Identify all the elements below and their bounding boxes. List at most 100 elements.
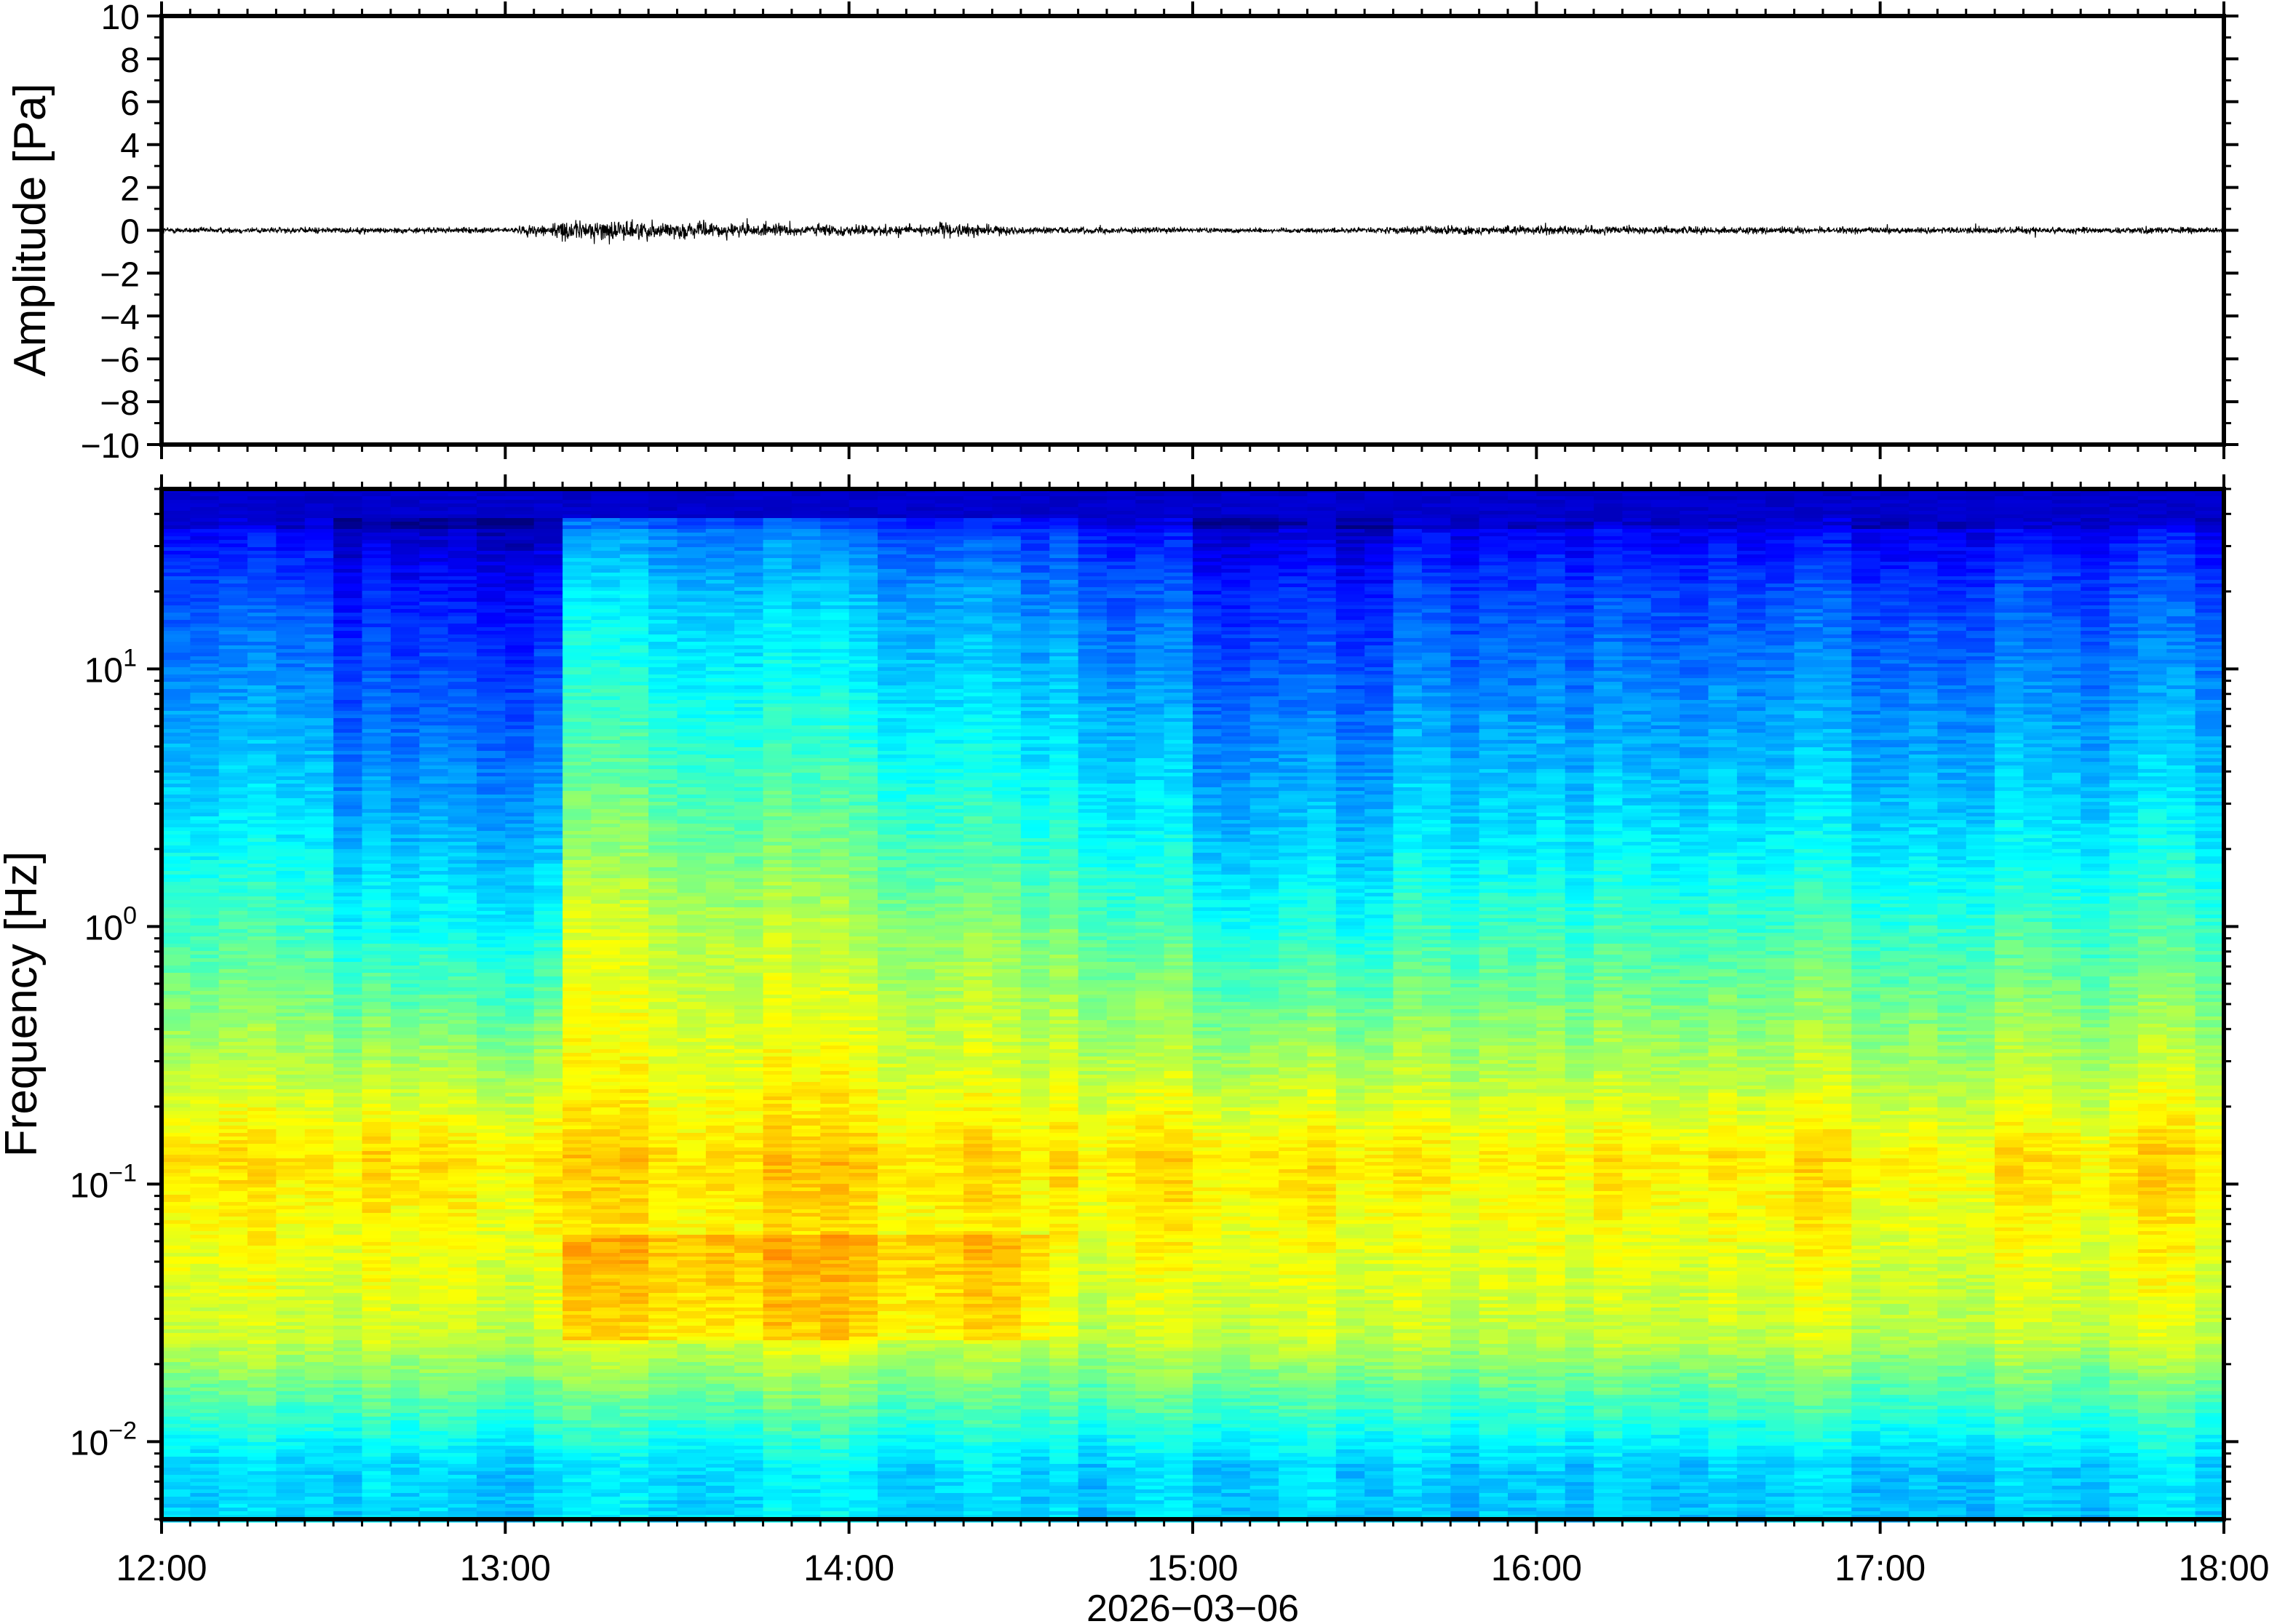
spectrogram-cell [591, 853, 620, 857]
spectrogram-cell [247, 1177, 277, 1181]
spectrogram-cell [162, 780, 191, 784]
spectrogram-cell [219, 605, 248, 610]
spectrogram-cell [620, 547, 649, 552]
spectrogram-cell [534, 1337, 563, 1341]
spectrogram-cell [162, 1278, 191, 1283]
spectrogram-cell [620, 580, 649, 584]
spectrogram-cell [362, 685, 392, 690]
spectrogram-cell [620, 1384, 649, 1388]
spectrogram-cell [247, 762, 277, 766]
spectrogram-cell [620, 711, 649, 715]
spectrogram-cell [591, 791, 620, 795]
spectrogram-cell [563, 1173, 592, 1177]
spectrogram-cell [505, 605, 534, 610]
spectrogram-cell [276, 1388, 305, 1392]
spectrogram-cell [333, 1315, 362, 1319]
spectrogram-cell [247, 933, 277, 937]
spectrogram-cell [591, 1013, 620, 1017]
spectrogram-cell [190, 856, 219, 861]
spectrogram-cell [563, 587, 592, 592]
spectrogram-cell [620, 915, 649, 919]
spectrogram-cell [620, 962, 649, 966]
spectrogram-cell [162, 1297, 191, 1301]
spectrogram-cell [419, 547, 448, 552]
spectrogram-cell [419, 638, 448, 642]
spectrogram-cell [477, 1351, 506, 1356]
spectrogram-cell [247, 875, 277, 879]
spectrogram-cell [448, 674, 477, 679]
spectrogram-cell [477, 547, 506, 552]
spectrogram-cell [162, 926, 191, 930]
spectrogram-cell [162, 784, 191, 788]
spectrogram-cell [391, 729, 420, 733]
spectrogram-cell [563, 518, 592, 522]
spectrogram-cell [505, 1151, 534, 1155]
spectrogram-cell [419, 1217, 448, 1221]
spectrogram-cell [190, 1162, 219, 1166]
spectrogram-cell [247, 616, 277, 621]
spectrogram-cell [333, 893, 362, 897]
spectrogram-cell [620, 1293, 649, 1297]
spectrogram-cell [419, 1009, 448, 1014]
spectrogram-cell [276, 602, 305, 606]
spectrogram-cell [247, 1227, 277, 1232]
spectrogram-cell [190, 634, 219, 639]
spectrogram-cell [305, 1468, 334, 1472]
spectrogram-cell [276, 1289, 305, 1294]
spectrogram-cell [563, 1038, 592, 1043]
spectrogram-cell [190, 1013, 219, 1017]
spectrogram-cell [419, 1107, 448, 1112]
spectrogram-cell [477, 744, 506, 748]
spectrogram-cell [591, 1246, 620, 1250]
spectrogram-cell [391, 1060, 420, 1064]
spectrogram-cell [305, 805, 334, 810]
spectrogram-cell [563, 998, 592, 1003]
spectrogram-cell [419, 685, 448, 690]
spectrogram-cell [247, 787, 277, 792]
spectrogram-cell [477, 715, 506, 719]
spectrogram-cell [591, 522, 620, 526]
spectrogram-cell [534, 493, 563, 497]
spectrogram-cell [162, 649, 191, 653]
spectrogram-cell [247, 911, 277, 915]
spectrogram-cell [219, 1424, 248, 1428]
spectrogram-cell [505, 1278, 534, 1283]
spectrogram-cell [563, 893, 592, 897]
spectrogram-cell [219, 1104, 248, 1108]
spectrogram-cell [190, 1293, 219, 1297]
spectrogram-cell [362, 1169, 392, 1174]
spectrogram-cell [391, 1133, 420, 1137]
spectrogram-cell [190, 1137, 219, 1141]
spectrogram-cell [333, 1104, 362, 1108]
spectrogram-cell [563, 966, 592, 970]
spectrogram-cell [305, 529, 334, 533]
spectrogram-cell [333, 1078, 362, 1083]
spectrogram-cell [591, 1373, 620, 1377]
spectrogram-cell [477, 1446, 506, 1450]
spectrogram-cell [419, 496, 448, 501]
spectrogram-cell [419, 554, 448, 559]
spectrogram-cell [333, 674, 362, 679]
spectrogram-cell [448, 547, 477, 552]
spectrogram-cell [219, 1166, 248, 1170]
spectrogram-cell [391, 1122, 420, 1126]
spectrogram-cell [391, 1158, 420, 1163]
spectrogram-cell [362, 634, 392, 639]
spectrogram-cell [162, 1056, 191, 1061]
spectrogram-cell [190, 780, 219, 784]
spectrogram-cell [190, 944, 219, 948]
spectrogram-cell [505, 733, 534, 737]
spectrogram-cell [333, 751, 362, 755]
y-tick-label: 10 [101, 0, 140, 37]
spectrogram-cell [190, 496, 219, 501]
spectrogram-cell [190, 1238, 219, 1243]
spectrogram-cell [333, 762, 362, 766]
spectrogram-cell [591, 813, 620, 817]
spectrogram-cell [448, 729, 477, 733]
spectrogram-cell [190, 616, 219, 621]
spectrogram-cell [190, 1358, 219, 1363]
spectrogram-cell [247, 1155, 277, 1159]
spectrogram-cell [648, 591, 677, 595]
spectrogram-cell [391, 1297, 420, 1301]
spectrogram-cell [419, 918, 448, 923]
